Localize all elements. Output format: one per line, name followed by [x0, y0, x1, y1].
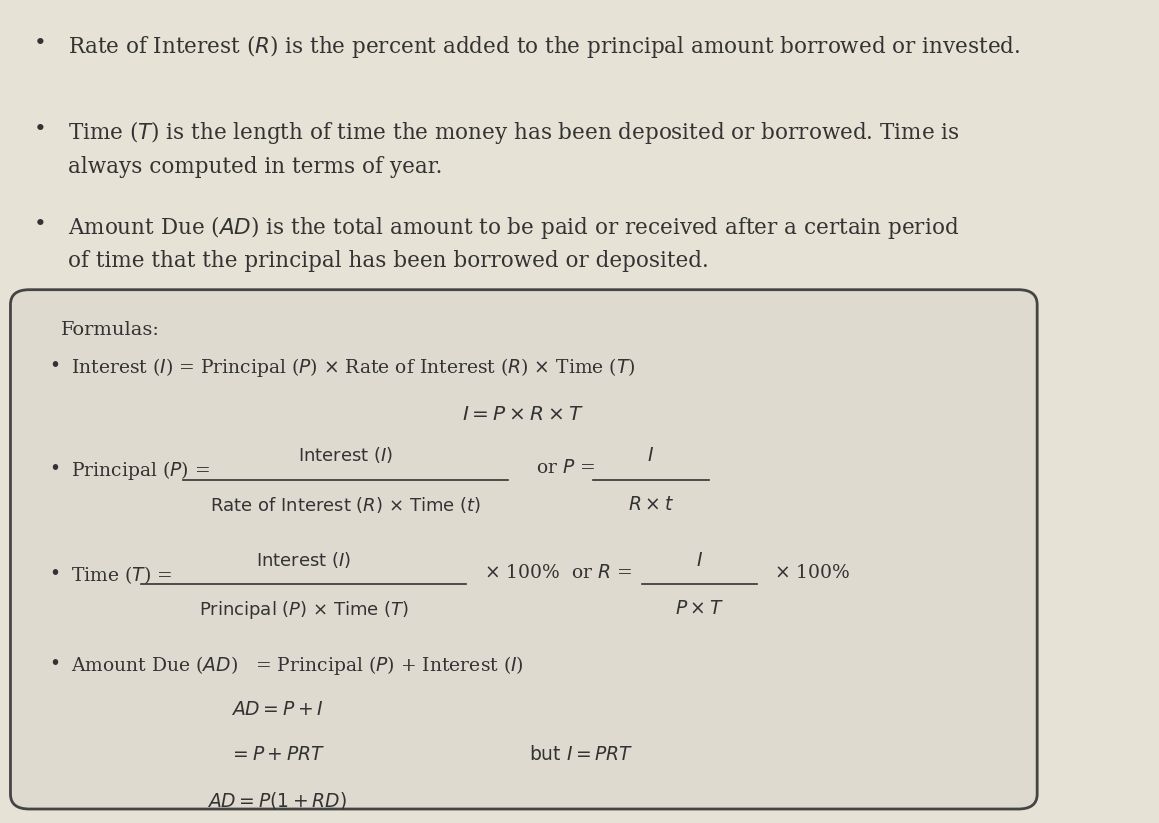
Text: Interest ($I$) = Principal ($P$) $\times$ Rate of Interest ($R$) $\times$ Time (: Interest ($I$) = Principal ($P$) $\times… — [71, 356, 636, 379]
Text: •: • — [49, 654, 60, 673]
Text: but $I = PRT$: but $I = PRT$ — [529, 745, 633, 764]
Text: $P \times T$: $P \times T$ — [675, 599, 723, 618]
Text: $\times$ 100%  or $R$ =: $\times$ 100% or $R$ = — [483, 564, 632, 582]
Text: •: • — [49, 564, 60, 583]
Text: $= P + PRT$: $= P + PRT$ — [229, 745, 326, 764]
Text: $R \times t$: $R \times t$ — [628, 495, 675, 514]
Text: Time ($T$) =: Time ($T$) = — [71, 564, 173, 586]
Text: $I$: $I$ — [648, 446, 655, 465]
Text: •: • — [34, 33, 46, 53]
Text: Time ($T$) is the length of time the money has been deposited or borrowed. Time : Time ($T$) is the length of time the mon… — [68, 119, 960, 178]
Text: $AD = P(1 + RD)$: $AD = P(1 + RD)$ — [207, 790, 348, 811]
Text: $AD = P + I$: $AD = P + I$ — [231, 700, 323, 718]
Text: Amount Due ($AD$) is the total amount to be paid or received after a certain per: Amount Due ($AD$) is the total amount to… — [68, 214, 960, 272]
Text: •: • — [49, 459, 60, 478]
FancyBboxPatch shape — [10, 290, 1037, 809]
Text: $\times$ 100%: $\times$ 100% — [774, 564, 851, 582]
Text: $I$: $I$ — [695, 551, 702, 570]
Text: or $P$ =: or $P$ = — [535, 459, 595, 477]
Text: Rate of Interest ($R$) is the percent added to the principal amount borrowed or : Rate of Interest ($R$) is the percent ad… — [68, 33, 1020, 60]
Text: Interest ($I$): Interest ($I$) — [298, 445, 393, 465]
Text: •: • — [34, 119, 46, 139]
Text: $I = P \times R \times T$: $I = P \times R \times T$ — [462, 405, 584, 424]
Text: Principal $(P)$ $\times$ Time $(T)$: Principal $(P)$ $\times$ Time $(T)$ — [198, 599, 408, 621]
Text: •: • — [34, 214, 46, 234]
Text: Rate of Interest ($R$) $\times$ Time ($t$): Rate of Interest ($R$) $\times$ Time ($t… — [210, 495, 481, 514]
Text: Interest ($I$): Interest ($I$) — [256, 550, 351, 570]
Text: Principal ($P$) =: Principal ($P$) = — [71, 459, 210, 482]
Text: Formulas:: Formulas: — [60, 321, 160, 339]
Text: Amount Due ($AD$)   = Principal ($P$) + Interest ($I$): Amount Due ($AD$) = Principal ($P$) + In… — [71, 654, 524, 677]
Text: •: • — [49, 356, 60, 374]
